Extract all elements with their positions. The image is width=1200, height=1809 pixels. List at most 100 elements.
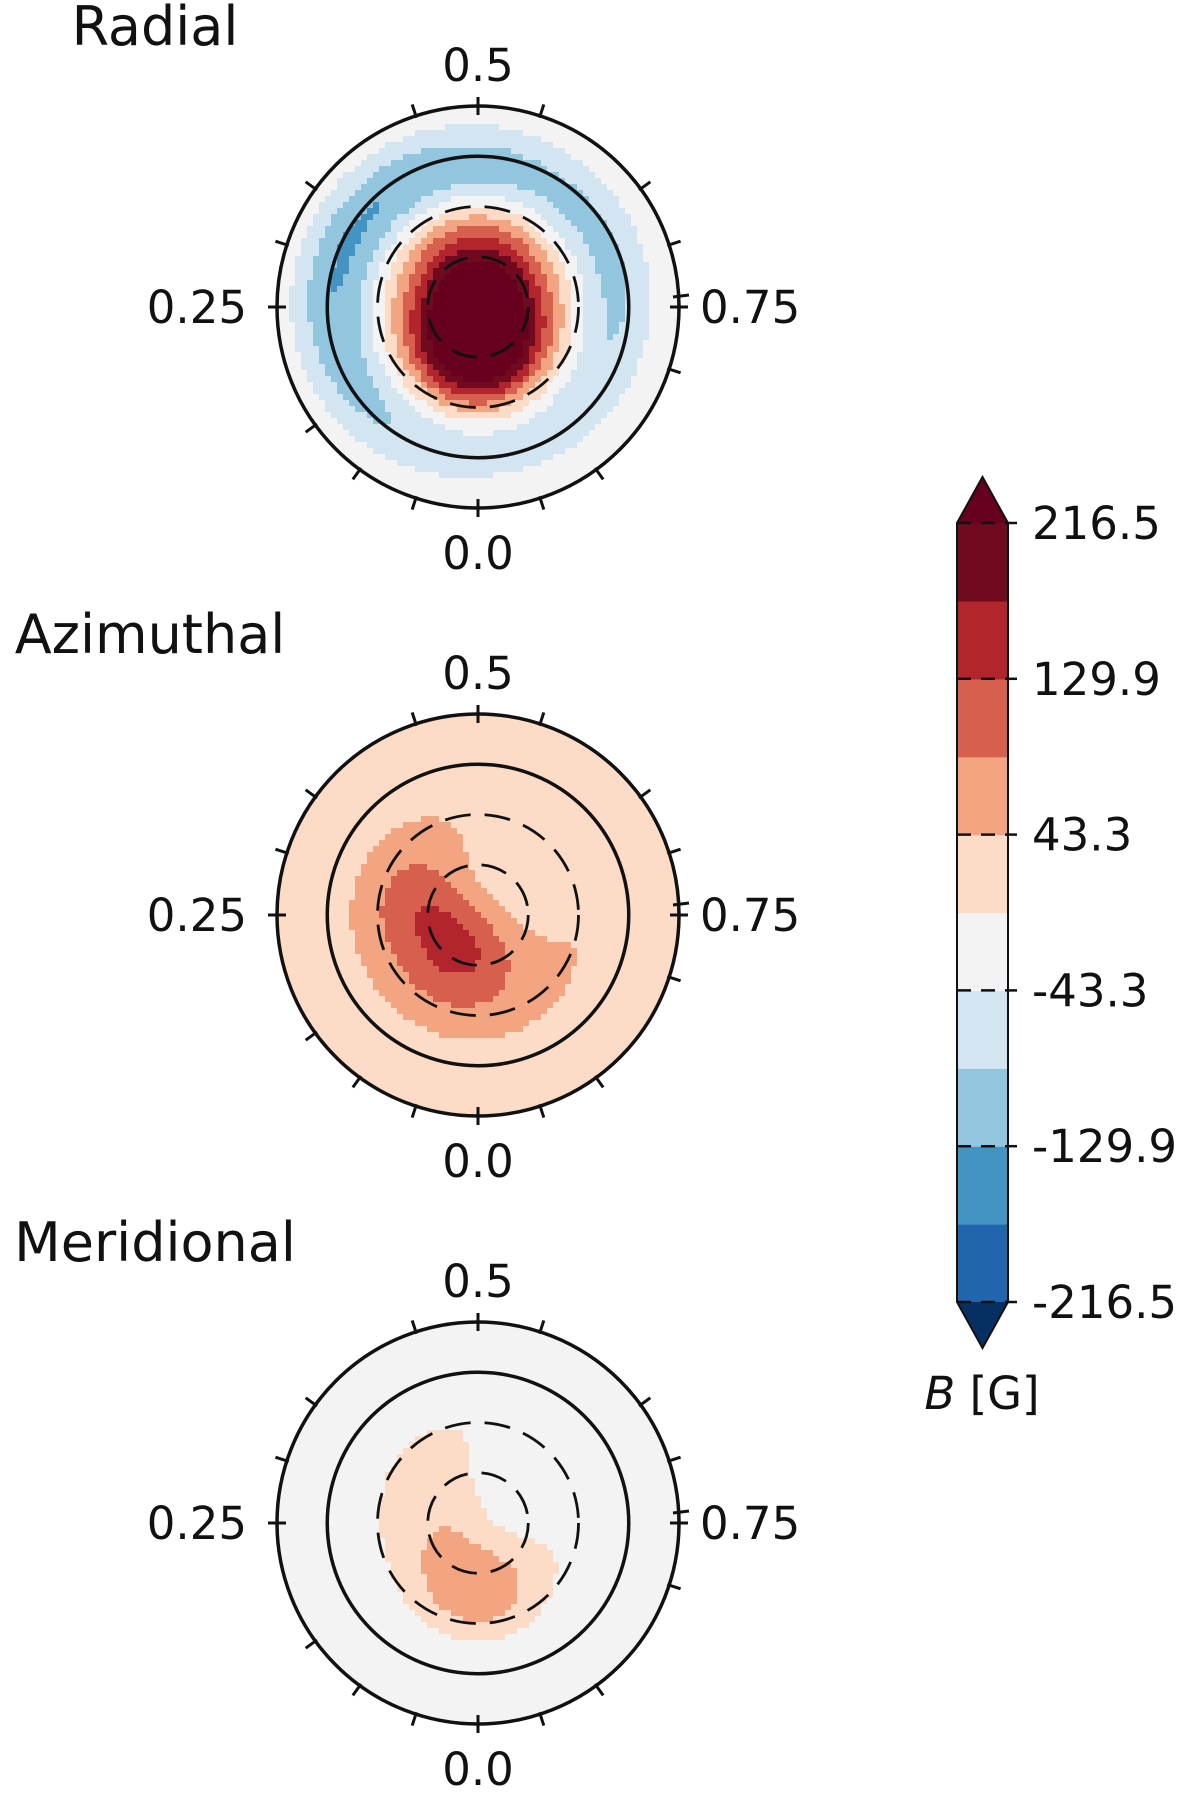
field-cell xyxy=(295,828,302,835)
field-cell xyxy=(361,148,368,155)
field-cell xyxy=(553,148,560,155)
field-cell xyxy=(373,786,380,793)
field-cell xyxy=(355,786,362,793)
field-cell xyxy=(535,118,542,125)
field-cell xyxy=(397,262,404,269)
field-cell xyxy=(337,298,344,305)
field-cell xyxy=(571,370,578,377)
field-cell xyxy=(511,202,518,209)
field-cell xyxy=(643,250,650,257)
field-cell xyxy=(547,322,554,329)
field-cell xyxy=(451,130,458,137)
field-cell xyxy=(355,220,362,227)
field-cell xyxy=(619,172,626,179)
field-cell xyxy=(583,448,590,455)
field-cell xyxy=(643,328,650,335)
field-cell xyxy=(439,220,446,227)
field-cell xyxy=(517,274,524,281)
field-cell xyxy=(655,202,662,209)
field-cell xyxy=(517,484,524,491)
field-cell xyxy=(547,124,554,131)
field-cell xyxy=(427,124,434,131)
field-cell xyxy=(445,370,452,377)
field-cell xyxy=(397,382,404,389)
field-cell xyxy=(577,388,584,395)
field-cell xyxy=(337,196,344,203)
field-cell xyxy=(457,214,464,221)
field-cell xyxy=(565,472,572,479)
field-cell xyxy=(283,274,290,281)
field-cell xyxy=(391,424,398,431)
field-cell xyxy=(523,732,530,739)
field-cell xyxy=(481,822,488,829)
field-cell xyxy=(565,376,572,383)
field-cell xyxy=(547,358,554,365)
field-cell xyxy=(367,250,374,257)
field-cell xyxy=(361,244,368,251)
field-cell xyxy=(583,804,590,811)
field-cell xyxy=(577,424,584,431)
field-cell xyxy=(385,750,392,757)
field-cell xyxy=(463,358,470,365)
field-cell xyxy=(415,726,422,733)
field-cell xyxy=(553,430,560,437)
field-cell xyxy=(487,274,494,281)
field-cell xyxy=(307,406,314,413)
field-cell xyxy=(385,172,392,179)
field-cell xyxy=(559,406,566,413)
field-cell xyxy=(661,304,668,311)
field-cell xyxy=(553,732,560,739)
field-cell xyxy=(541,262,548,269)
field-cell xyxy=(493,852,500,859)
field-cell xyxy=(355,304,362,311)
field-cell xyxy=(601,346,608,353)
field-cell xyxy=(295,358,302,365)
field-cell xyxy=(517,298,524,305)
field-cell xyxy=(541,328,548,335)
field-cell xyxy=(613,406,620,413)
field-cell xyxy=(505,136,512,143)
field-cell xyxy=(349,166,356,173)
field-cell xyxy=(361,316,368,323)
field-cell xyxy=(373,388,380,395)
field-cell xyxy=(625,232,632,239)
field-cell xyxy=(553,382,560,389)
field-cell xyxy=(385,478,392,485)
field-cell xyxy=(511,496,518,503)
field-cell xyxy=(451,792,458,799)
field-cell xyxy=(295,256,302,263)
field-cell xyxy=(379,460,386,467)
field-cell xyxy=(379,382,386,389)
field-cell xyxy=(379,352,386,359)
field-cell xyxy=(289,238,296,245)
field-cell xyxy=(463,786,470,793)
field-cell xyxy=(445,846,452,853)
field-cell xyxy=(607,298,614,305)
field-cell xyxy=(409,484,416,491)
field-cell xyxy=(595,846,602,853)
field-cell xyxy=(529,166,536,173)
field-cell xyxy=(631,406,638,413)
field-cell xyxy=(367,394,374,401)
phase-tick xyxy=(351,467,363,481)
field-cell xyxy=(559,256,566,263)
field-cell xyxy=(451,418,458,425)
field-cell xyxy=(385,858,392,865)
field-cell xyxy=(589,256,596,263)
field-cell xyxy=(397,430,404,437)
field-cell xyxy=(583,220,590,227)
field-cell xyxy=(607,798,614,805)
field-cell xyxy=(523,472,530,479)
field-cell xyxy=(457,816,464,823)
field-cell xyxy=(661,262,668,269)
field-cell xyxy=(529,280,536,287)
field-cell xyxy=(331,394,338,401)
field-cell xyxy=(529,292,536,299)
field-cell xyxy=(451,484,458,491)
field-cell xyxy=(409,454,416,461)
field-cell xyxy=(439,490,446,497)
field-cell xyxy=(295,268,302,275)
field-cell xyxy=(589,840,596,847)
field-cell xyxy=(469,792,476,799)
